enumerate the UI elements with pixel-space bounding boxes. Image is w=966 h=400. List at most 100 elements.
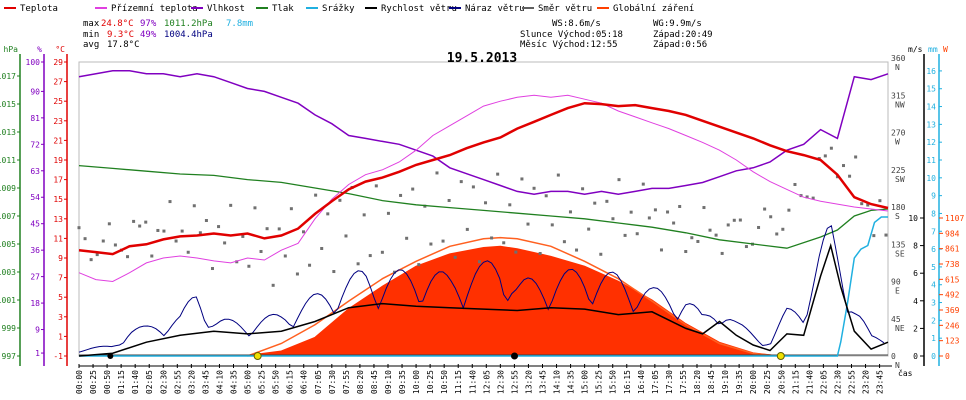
sunrise-marker bbox=[253, 352, 262, 360]
series-wind-direction-point bbox=[532, 186, 536, 190]
series-wind-direction-point bbox=[629, 210, 633, 214]
series-wind-direction-point bbox=[332, 270, 336, 274]
series-wind-direction-point bbox=[653, 208, 657, 212]
series-wind-direction-point bbox=[186, 250, 190, 254]
stat-max-hum: 97% bbox=[140, 19, 157, 29]
x-tick-label: 16:40 bbox=[637, 370, 646, 394]
series-wind-direction-point bbox=[884, 233, 888, 237]
stats-block: max 24.8°C 97% 1011.2hPa 7.8mm min 9.3°C… bbox=[83, 19, 253, 50]
series-wind-direction-point bbox=[198, 231, 202, 235]
info-ws: WS:8.6m/s bbox=[552, 19, 601, 29]
series-wind-direction-point bbox=[447, 198, 451, 202]
series-rain-line bbox=[79, 216, 888, 357]
x-tick-label: 19:35 bbox=[735, 370, 744, 394]
series-wind-direction-point bbox=[374, 184, 378, 188]
axis-tick-label-degc: 13 bbox=[53, 215, 63, 224]
axis-tick-label-dir: 135 bbox=[891, 240, 906, 249]
axis-tick-label-w: 369 bbox=[945, 306, 960, 315]
series-wind-direction-point bbox=[823, 154, 827, 158]
x-tick-label: 22:05 bbox=[819, 370, 828, 394]
series-wind-direction-point bbox=[253, 206, 257, 210]
x-tick-label: 07:55 bbox=[342, 370, 351, 394]
x-tick-label: 00:50 bbox=[103, 370, 112, 394]
axis-tick-label-pct: 90 bbox=[30, 87, 40, 96]
axis-tick-label-ms: 6 bbox=[913, 269, 918, 278]
series-wind-direction-point bbox=[514, 250, 518, 254]
x-tick-label: 04:10 bbox=[215, 370, 224, 394]
series-wind-direction-point bbox=[496, 172, 500, 176]
series-wind-direction-point bbox=[617, 178, 621, 182]
series-wind-direction-point bbox=[587, 227, 591, 231]
axis-tick-label-degc: 21 bbox=[53, 136, 63, 145]
axis-tick-label-hpa: 1011 bbox=[0, 156, 16, 165]
series-wind-direction-point bbox=[568, 210, 572, 214]
axis-tick-label-hpa: 1017 bbox=[0, 72, 16, 81]
series-wind-direction-point bbox=[508, 203, 512, 207]
axis-tick-label-mm: 14 bbox=[926, 103, 936, 112]
axis-tick-label-mm: 11 bbox=[926, 156, 936, 165]
series-wind-direction-point bbox=[732, 218, 736, 222]
axis-tick-label-pct: 45 bbox=[30, 220, 40, 229]
series-wind-direction-point bbox=[763, 207, 767, 211]
axis-tick-label-dir: 360 bbox=[891, 54, 906, 63]
axis-tick-label-degc: 11 bbox=[53, 234, 63, 243]
axis-tick-label-pct: 81 bbox=[30, 114, 40, 123]
x-tick-label: 06:40 bbox=[300, 370, 309, 394]
x-tick-label: 15:25 bbox=[595, 370, 604, 394]
axis-tick-label-degc: 15 bbox=[53, 195, 63, 204]
series-wind-direction-point bbox=[678, 204, 682, 208]
axis-tick-label-dir: 225 bbox=[891, 166, 906, 175]
axis-tick-label-w: 615 bbox=[945, 275, 960, 284]
axis-tick-label-degc: 19 bbox=[53, 156, 63, 165]
x-tick-label: 04:35 bbox=[229, 370, 238, 394]
axis-tick-label-w: 738 bbox=[945, 260, 960, 269]
series-wind-direction-point bbox=[866, 203, 870, 207]
x-tick-label: 02:30 bbox=[159, 370, 168, 394]
series-wind-direction-point bbox=[423, 204, 427, 208]
axis-tick-label-mm: 6 bbox=[931, 245, 936, 254]
series-wind-direction-point bbox=[544, 194, 548, 198]
series-wind-direction-point bbox=[326, 212, 330, 216]
series-wind-direction-point bbox=[708, 228, 712, 232]
series-wind-direction-point bbox=[684, 250, 688, 254]
axis-tick-label-pct: 36 bbox=[30, 246, 40, 255]
axis-tick-label-pct: 72 bbox=[30, 140, 40, 149]
axis-tick-label-mm: 4 bbox=[931, 281, 936, 290]
axis-tick-label-dir-name: S bbox=[895, 212, 900, 221]
series-wind-direction-point bbox=[690, 236, 694, 240]
x-axis: 00:00 00:25 00:50 01:15 01:40 02:05 02:30 02:55… bbox=[75, 364, 913, 394]
x-tick-label: 06:15 bbox=[286, 370, 295, 394]
axis-tick-label-mm: 15 bbox=[926, 85, 936, 94]
axis-tick-label-w: 1107 bbox=[945, 214, 964, 223]
axis-tick-label-degc: -1 bbox=[53, 352, 63, 361]
series-wind-direction-point bbox=[247, 264, 251, 268]
stat-avg-temp: 17.8°C bbox=[107, 40, 140, 50]
x-tick-label: 02:55 bbox=[173, 370, 182, 394]
series-wind-direction-point bbox=[459, 180, 463, 184]
series-wind-direction-point bbox=[259, 249, 263, 253]
x-tick-label: 09:35 bbox=[398, 370, 407, 394]
x-tick-label: 14:35 bbox=[567, 370, 576, 394]
series-wind-direction-point bbox=[738, 218, 742, 222]
series-wind-direction-point bbox=[659, 248, 663, 252]
legend-label: Směr větru bbox=[538, 4, 592, 14]
series-wind-direction-point bbox=[465, 227, 469, 231]
series-wind-direction-point bbox=[417, 263, 421, 267]
series-wind-direction-point bbox=[320, 246, 324, 250]
stat-min-press: 1004.4hPa bbox=[164, 30, 213, 40]
x-tick-label: 10:50 bbox=[440, 370, 449, 394]
axis-unit-pct: % bbox=[37, 45, 42, 54]
series-wind-direction-point bbox=[556, 173, 560, 177]
axis-tick-label-degc: 9 bbox=[58, 254, 63, 263]
series-wind-direction-point bbox=[562, 240, 566, 244]
series-wind-direction-point bbox=[107, 222, 111, 226]
axis-unit-ms: m/s bbox=[908, 45, 923, 54]
series-wind-direction-point bbox=[453, 255, 457, 259]
axis-tick-label-mm: 16 bbox=[926, 67, 936, 76]
legend-label: Teplota bbox=[20, 4, 58, 14]
axis-tick-label-pct: 9 bbox=[35, 326, 40, 335]
axis-tick-label-dir-name: NE bbox=[895, 324, 905, 333]
series-wind-direction-point bbox=[793, 182, 797, 186]
